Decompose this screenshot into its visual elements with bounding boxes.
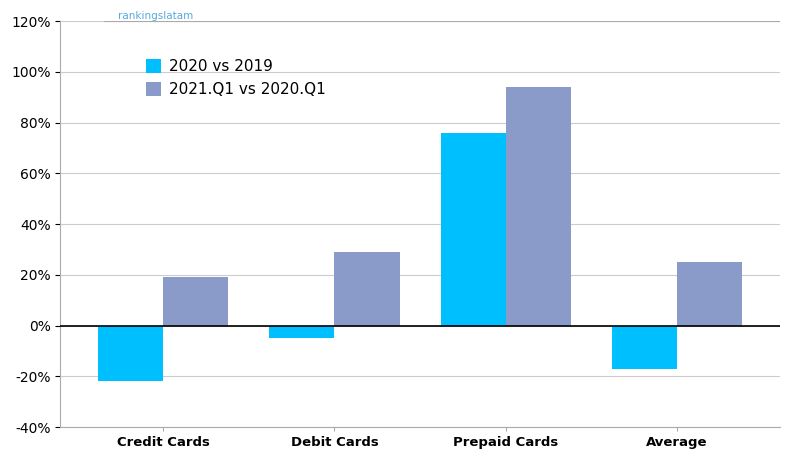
- Bar: [505, 87, 571, 325]
- Legend: 2020 vs 2019, 2021.Q1 vs 2020.Q1: 2020 vs 2019, 2021.Q1 vs 2020.Q1: [140, 53, 331, 103]
- Text: Prepaid Cards: Prepaid Cards: [453, 436, 558, 449]
- Bar: [335, 252, 399, 325]
- Text: Debit Cards: Debit Cards: [290, 436, 378, 449]
- Bar: [270, 325, 335, 338]
- Text: rankingslatam: rankingslatam: [118, 11, 193, 21]
- Bar: [163, 277, 229, 325]
- Text: Credit Cards: Credit Cards: [117, 436, 210, 449]
- Bar: [441, 133, 505, 325]
- Bar: [612, 325, 677, 369]
- Bar: [677, 262, 742, 325]
- Bar: [98, 325, 163, 381]
- Text: Average: Average: [646, 436, 708, 449]
